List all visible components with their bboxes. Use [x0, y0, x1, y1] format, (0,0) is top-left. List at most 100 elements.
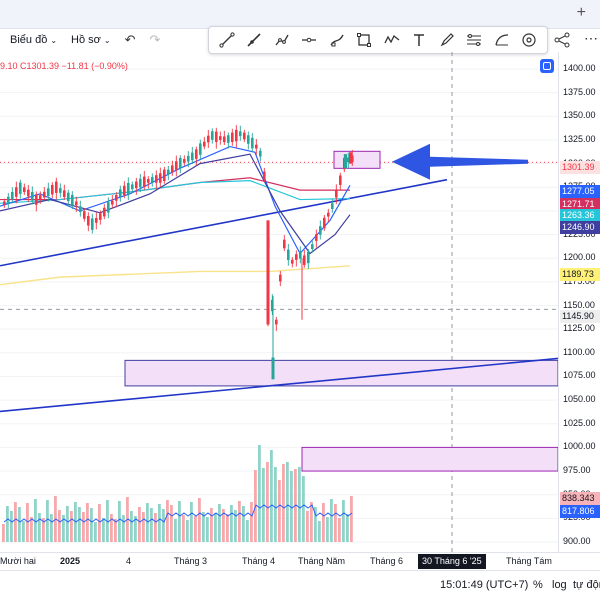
- redo-icon[interactable]: ↷: [149, 32, 161, 47]
- percent-toggle[interactable]: %: [533, 579, 543, 591]
- price-label: 1125.00: [563, 323, 595, 334]
- chart-settings-icon[interactable]: [540, 59, 554, 73]
- clock: 15:01:49 (UTC+7): [440, 579, 529, 591]
- candle-body: [107, 202, 110, 213]
- volume-bar: [330, 499, 333, 542]
- settings-circle-icon[interactable]: [518, 29, 540, 51]
- volume-bar: [22, 521, 25, 542]
- add-tab-icon[interactable]: +: [576, 4, 586, 21]
- volume-bar: [150, 508, 153, 542]
- profile-menu-label: Hồ sơ: [71, 34, 101, 46]
- path-icon[interactable]: [271, 29, 293, 51]
- candle-body: [215, 131, 218, 142]
- volume-bar: [282, 464, 285, 542]
- fib-retracement-icon[interactable]: [463, 29, 485, 51]
- more-icon[interactable]: ⋯: [584, 30, 598, 46]
- volume-bar: [314, 507, 317, 542]
- volume-bar: [38, 513, 41, 542]
- volume-bar: [346, 514, 349, 542]
- profile-menu[interactable]: Hồ sơ ⌄: [71, 34, 111, 46]
- candle-body: [327, 212, 330, 217]
- cursor-date-label: 30 Tháng 6 '25: [418, 554, 486, 569]
- price-axis[interactable]: 1400.001375.001350.001325.001300.001275.…: [558, 52, 600, 570]
- volume-bar: [42, 518, 45, 542]
- volume-bar: [302, 476, 305, 542]
- price-tag: 1189.73: [560, 268, 600, 281]
- candle-body: [187, 155, 190, 162]
- price-label: 1150.00: [563, 299, 595, 310]
- candle-body: [23, 187, 26, 193]
- log-toggle[interactable]: log: [552, 579, 567, 591]
- volume-bar: [6, 506, 9, 542]
- volume-bar: [158, 504, 161, 542]
- price-label: 1375.00: [563, 86, 596, 97]
- time-label: Tháng Năm: [298, 556, 346, 566]
- price-tag: 817.806: [560, 505, 600, 518]
- chart-menu-label: Biểu đồ: [10, 34, 48, 46]
- candle-body: [263, 171, 266, 180]
- arrow-annotation: [392, 143, 528, 180]
- horizontal-line-icon[interactable]: [298, 29, 320, 51]
- candle-body: [95, 217, 98, 223]
- pen-icon[interactable]: [436, 29, 458, 51]
- last-candle: [349, 152, 352, 164]
- volume-bar: [198, 498, 201, 542]
- volume-bar: [30, 517, 33, 542]
- candle-body: [11, 191, 14, 200]
- price-label: 1025.00: [563, 417, 596, 428]
- volume-bar: [274, 467, 277, 542]
- volume-bar: [138, 507, 141, 542]
- candle-body: [235, 129, 238, 142]
- candle-body: [287, 249, 290, 261]
- price-tag: 1263.36: [560, 209, 600, 222]
- volume-bar: [102, 518, 105, 542]
- volume-bar: [202, 512, 205, 542]
- chart-pane[interactable]: [0, 52, 558, 552]
- candle-body: [183, 159, 186, 163]
- text-icon[interactable]: [408, 29, 430, 51]
- candle-body: [143, 176, 146, 188]
- price-tag: 1301.39: [560, 161, 600, 174]
- top-strip: +: [0, 0, 600, 29]
- arc-icon[interactable]: [491, 29, 513, 51]
- volume-bar: [322, 503, 325, 542]
- chart-menu[interactable]: Biểu đồ ⌄: [10, 34, 57, 46]
- share-icon[interactable]: [554, 32, 570, 48]
- volume-bar: [94, 522, 97, 542]
- candle-body: [127, 182, 130, 195]
- trend-line-lower: [0, 357, 558, 413]
- volume-bar: [226, 514, 229, 542]
- volume-bar: [110, 514, 113, 542]
- rectangle-icon[interactable]: [353, 29, 375, 51]
- candle-body: [35, 194, 38, 205]
- ray-icon[interactable]: [243, 29, 265, 51]
- volume-zone: [301, 446, 558, 472]
- candle-body: [87, 216, 90, 226]
- price-label: 1350.00: [563, 110, 596, 121]
- volume-bar: [46, 500, 49, 542]
- volume-bar: [222, 509, 225, 542]
- elliott-wave-icon[interactable]: [381, 29, 403, 51]
- volume-bar: [230, 505, 233, 542]
- volume-bar: [82, 512, 85, 542]
- candle-body: [243, 132, 246, 140]
- volume-bar: [186, 520, 189, 542]
- volume-bar: [162, 509, 165, 542]
- candle-body: [203, 141, 206, 147]
- trend-line-icon[interactable]: [216, 29, 238, 51]
- candle-body: [155, 175, 158, 183]
- candle-body: [239, 131, 242, 137]
- candle-body: [211, 131, 214, 140]
- volume-bar: [130, 511, 133, 542]
- volume-bar: [326, 517, 329, 542]
- time-axis[interactable]: 30 Tháng 6 '25 Mười hai 2025 4 Tháng 3 Tháng…: [0, 552, 600, 571]
- price-label: 1050.00: [563, 394, 596, 405]
- candle-body: [351, 155, 354, 163]
- candle-body: [71, 194, 74, 206]
- undo-icon[interactable]: ↶: [124, 32, 136, 47]
- volume-bar: [146, 503, 149, 542]
- candle-body: [83, 211, 86, 219]
- auto-scale-toggle[interactable]: tự động: [573, 579, 600, 591]
- brush-icon[interactable]: [326, 29, 348, 51]
- candle-body: [279, 274, 282, 282]
